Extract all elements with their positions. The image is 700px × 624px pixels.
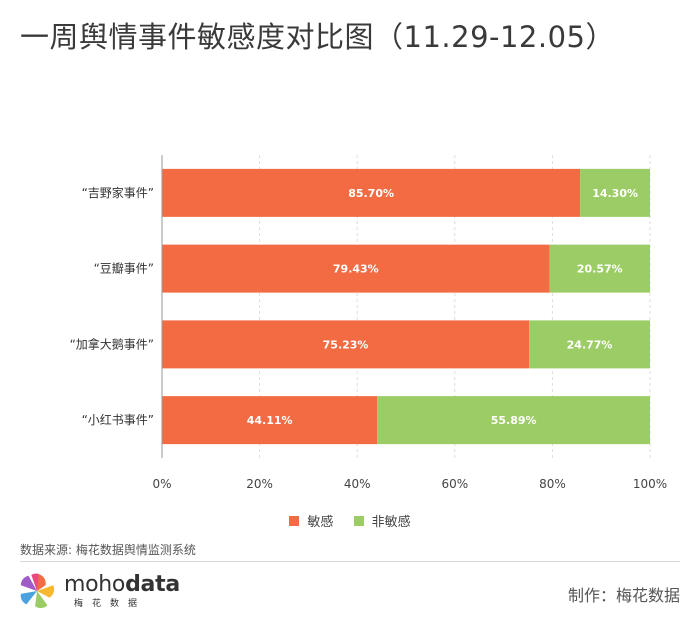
bar-segment xyxy=(377,396,650,445)
legend-swatch-sensitive xyxy=(289,515,300,526)
data-label: 85.70% xyxy=(348,187,394,200)
x-tick-label: 100% xyxy=(633,477,667,491)
x-tick-label: 20% xyxy=(246,477,273,491)
bar-segment xyxy=(162,244,550,293)
x-tick-label: 60% xyxy=(441,477,468,491)
bar-segment xyxy=(580,168,650,217)
category-label: “小红书事件” xyxy=(82,412,154,427)
legend-label-non-sensitive: 非敏感 xyxy=(371,515,411,530)
x-tick-label: 80% xyxy=(539,477,566,491)
legend-label-sensitive: 敏感 xyxy=(307,515,334,530)
mohodata-logo: mohodata 梅花数据 xyxy=(18,572,180,610)
chart-title: 一周舆情事件敏感度对比图（11.29-12.05） xyxy=(20,20,616,54)
category-label: “豆瓣事件” xyxy=(94,262,154,276)
bar-segment xyxy=(549,244,650,293)
category-label: “吉野家事件” xyxy=(82,185,154,200)
logo-subtitle: 梅花数据 xyxy=(74,598,147,609)
data-label: 24.77% xyxy=(567,338,613,351)
logo-wordmark: mohodata xyxy=(64,571,180,597)
data-label: 79.43% xyxy=(333,263,379,276)
bar-segment xyxy=(162,168,581,217)
credit-text: 制作：梅花数据 xyxy=(567,586,680,605)
data-label: 44.11% xyxy=(247,414,293,427)
data-label: 75.23% xyxy=(323,338,369,351)
bar-segment xyxy=(162,320,530,369)
category-label: “加拿大鹅事件” xyxy=(70,336,154,351)
stacked-bar-chart: 0% 20% 40% 60% 80% 100% 85.70% 14.30% “吉野家事件” 79.… xyxy=(70,155,667,491)
pinwheel-logo-icon xyxy=(20,573,55,609)
data-label: 55.89% xyxy=(491,414,537,427)
x-tick-label: 0% xyxy=(152,477,171,491)
x-tick-label: 40% xyxy=(344,477,371,491)
legend-swatch-non-sensitive xyxy=(353,515,364,526)
data-source-note: 数据来源: 梅花数据舆情监测系统 xyxy=(20,543,196,557)
data-label: 20.57% xyxy=(577,263,623,276)
bar-segment xyxy=(529,320,650,369)
data-label: 14.30% xyxy=(592,187,638,200)
chart-legend: 敏感 非敏感 xyxy=(0,511,700,530)
legend-item-sensitive[interactable]: 敏感 xyxy=(289,511,333,530)
legend-item-non-sensitive[interactable]: 非敏感 xyxy=(353,511,411,530)
footer-divider xyxy=(20,561,680,562)
bar-segment xyxy=(162,396,378,445)
